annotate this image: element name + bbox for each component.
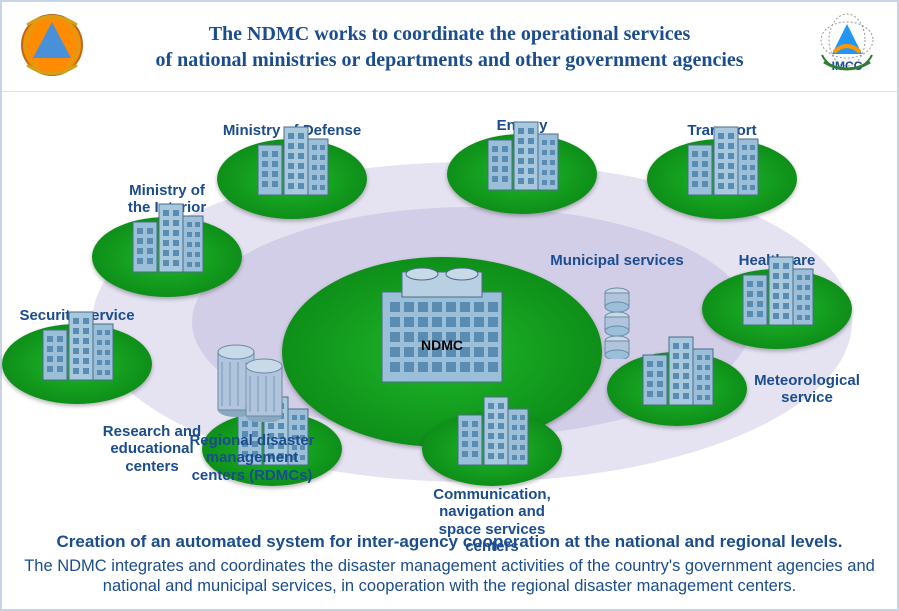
node-transport: Transport [647, 122, 797, 219]
building-icon [252, 115, 332, 200]
footer-text: The NDMC integrates and coordinates the … [22, 556, 877, 597]
node-pad-transport [647, 139, 797, 219]
page-title: The NDMC works to coordinate the operati… [155, 21, 743, 73]
node-label-meteo: Meteorological service [737, 372, 877, 407]
node-pad-healthcare [702, 269, 852, 349]
node-security: Security service [2, 307, 152, 404]
footer-title: Creation of an automated system for inte… [22, 532, 877, 552]
header: The NDMC works to coordinate the operati… [2, 2, 897, 92]
node-pad-comm [422, 412, 562, 486]
node-rdmc: Regional disaster management centers (RD… [177, 332, 327, 484]
stack-icon [599, 269, 635, 359]
title-line-1: The NDMC works to coordinate the operati… [155, 21, 743, 47]
node-label-rdmc: Regional disaster management centers (RD… [177, 432, 327, 484]
node-pad-interior [92, 217, 242, 297]
building-icon [127, 192, 207, 277]
node-municipal: Municipal services [542, 252, 692, 359]
node-label-municipal: Municipal services [550, 252, 683, 269]
node-energy: Energy [447, 117, 597, 214]
building-icon [37, 300, 117, 385]
building-icon [482, 110, 562, 195]
cylinders-icon [212, 322, 292, 422]
node-center-label: NDMC [421, 337, 463, 353]
title-line-2: of national ministries or departments an… [155, 47, 743, 73]
building-icon [737, 245, 817, 330]
node-pad-security [2, 324, 152, 404]
logo-left-icon [17, 10, 87, 80]
node-healthcare: Healthcare [702, 252, 852, 349]
node-pad-meteo [607, 352, 747, 426]
footer: Creation of an automated system for inte… [2, 532, 897, 597]
building-large-icon [362, 252, 522, 392]
diagram-area: NDMC Ministry of Defense Energy [2, 92, 897, 522]
node-pad-energy [447, 134, 597, 214]
logo-right-icon: IMCC [812, 10, 882, 80]
building-icon [452, 385, 532, 470]
node-interior: Ministry of the Interior [92, 182, 242, 297]
node-meteo: Meteorological service [607, 352, 877, 426]
building-icon [682, 115, 762, 200]
